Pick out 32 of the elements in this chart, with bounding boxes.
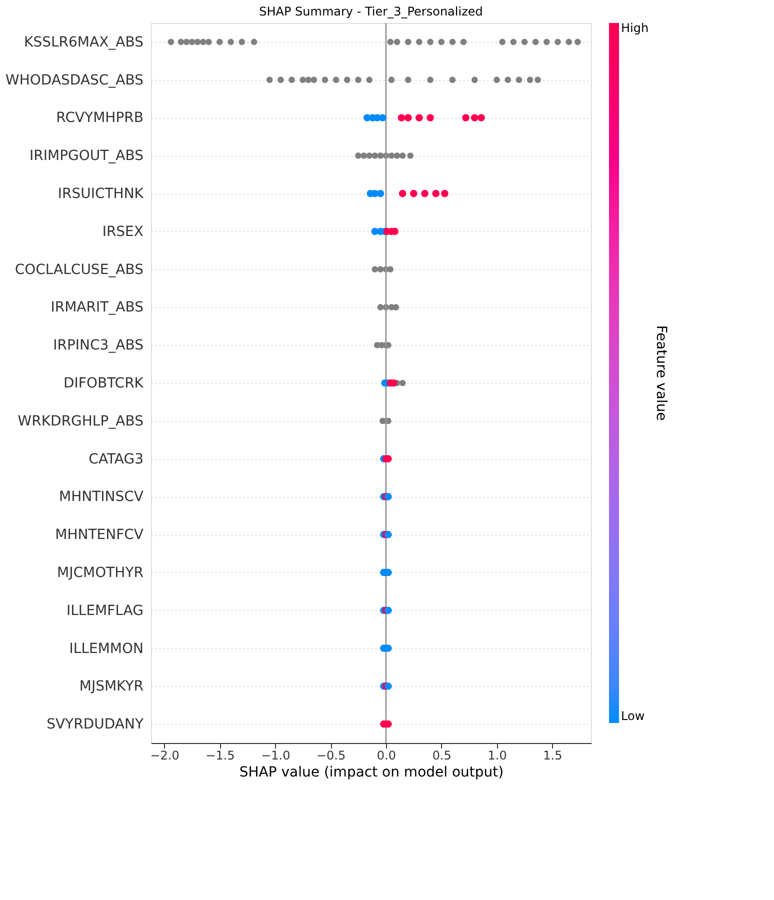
y-tick-label: DIFOBTCRK	[63, 376, 144, 392]
y-tick-label: MHNTENFCV	[55, 527, 144, 544]
y-tick-label: CATAG3	[88, 451, 144, 468]
y-tick-label: SVYRDUDANY	[46, 716, 144, 733]
x-tick-label: 1.0	[488, 748, 507, 762]
y-tick-label: COCLALCUSE_ABS	[14, 262, 144, 278]
y-tick-label: IRIMPGOUT_ABS	[30, 148, 144, 164]
x-tick-label: 0.5	[432, 748, 452, 762]
y-tick-label: IRPINC3_ABS	[53, 338, 144, 354]
y-tick-label: IRSEX	[102, 224, 144, 240]
x-tick-label: −2.0	[150, 748, 180, 762]
color-bar-label: Low	[621, 709, 645, 723]
y-tick-label: IRSUICTHNK	[58, 186, 144, 202]
x-tick-label: 1.5	[543, 748, 562, 762]
color-bar-label: High	[621, 21, 649, 35]
x-tick-label: −1.5	[206, 748, 235, 762]
color-bar-title: Feature value	[653, 325, 669, 421]
y-tick-label: IRMARIT_ABS	[50, 300, 144, 316]
y-tick-label: MJCMOTHYR	[57, 564, 144, 581]
y-tick-label: MJSMKYR	[79, 678, 144, 695]
x-axis-title: SHAP value (impact on model output)	[239, 764, 504, 780]
y-tick-label: ILLEMMON	[69, 640, 144, 657]
y-tick-label: ILLEMFLAG	[66, 602, 144, 619]
chart-title: SHAP Summary - Tier_3_Personalized	[259, 4, 483, 18]
x-tick-label: 0.0	[376, 748, 396, 762]
y-tick-label: WHODASDASC_ABS	[6, 72, 144, 88]
y-tick-label: MHNTINSCV	[59, 489, 144, 506]
y-tick-label: KSSLR6MAX_ABS	[24, 34, 144, 50]
x-tick-label: −0.5	[316, 748, 346, 762]
x-tick-label: −1.0	[261, 748, 290, 762]
y-tick-label: WRKDRGHLP_ABS	[18, 413, 144, 430]
y-tick-label: RCVYMHPRB	[56, 110, 144, 126]
